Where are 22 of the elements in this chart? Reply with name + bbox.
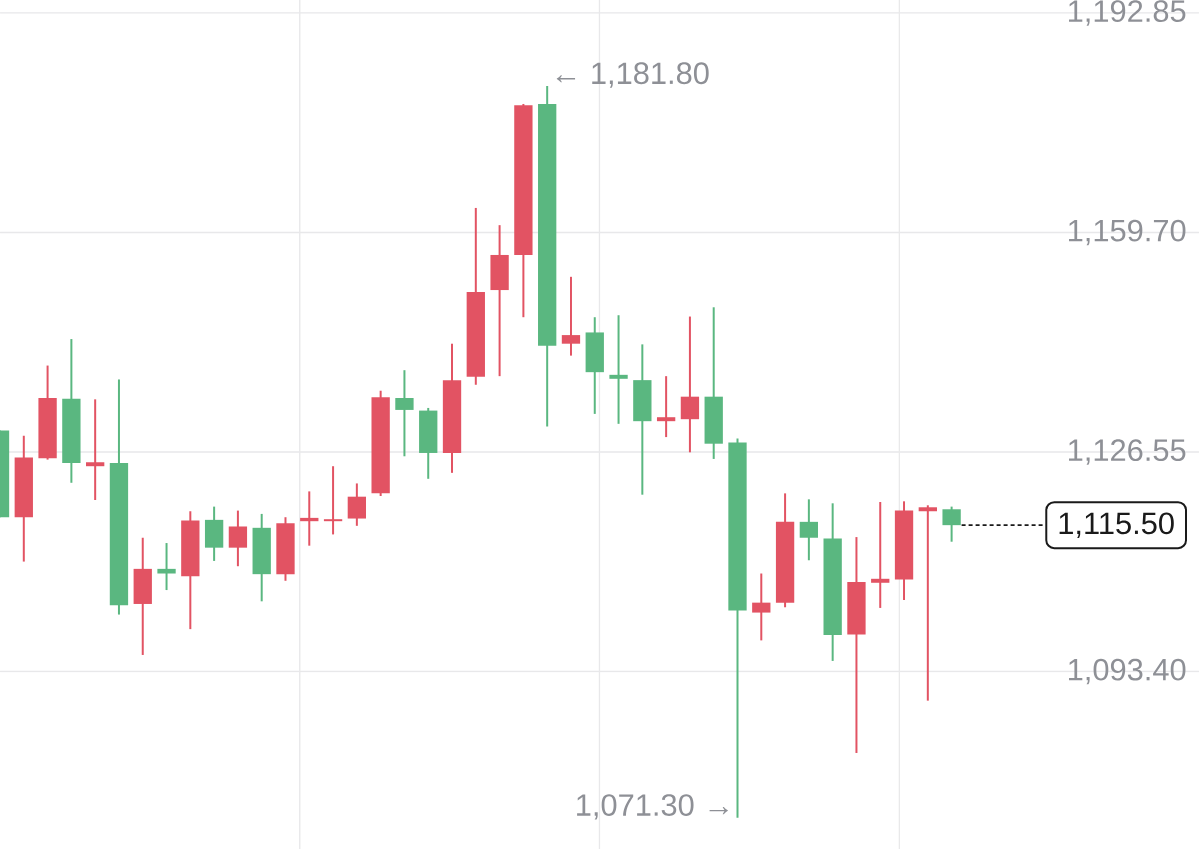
candlestick — [680, 315, 700, 454]
ref-line-label: 1,115.50 — [1059, 512, 1174, 538]
candlestick — [86, 398, 105, 501]
y-tick-label: 1,093.40 — [1069, 658, 1186, 685]
candlestick — [871, 500, 890, 609]
candlestick — [799, 498, 819, 562]
candlestick — [323, 465, 343, 536]
candlestick — [942, 505, 961, 543]
annotation: 1,071.30 → — [577, 794, 728, 820]
candlestick — [609, 314, 628, 425]
y-tick-label: 1,126.55 — [1069, 439, 1186, 465]
candlestick — [347, 482, 367, 527]
candlestick — [157, 542, 176, 592]
candlestick — [561, 275, 581, 357]
candlestick — [752, 572, 771, 642]
y-tick-label: 1,159.70 — [1069, 219, 1186, 246]
candlestick — [656, 375, 676, 439]
candlestick — [228, 509, 248, 568]
candlestick — [395, 369, 414, 458]
y-tick-label: 1,192.85 — [1069, 0, 1186, 26]
annotation: ← 1,181.80 — [556, 62, 709, 88]
candlestick — [918, 504, 937, 702]
